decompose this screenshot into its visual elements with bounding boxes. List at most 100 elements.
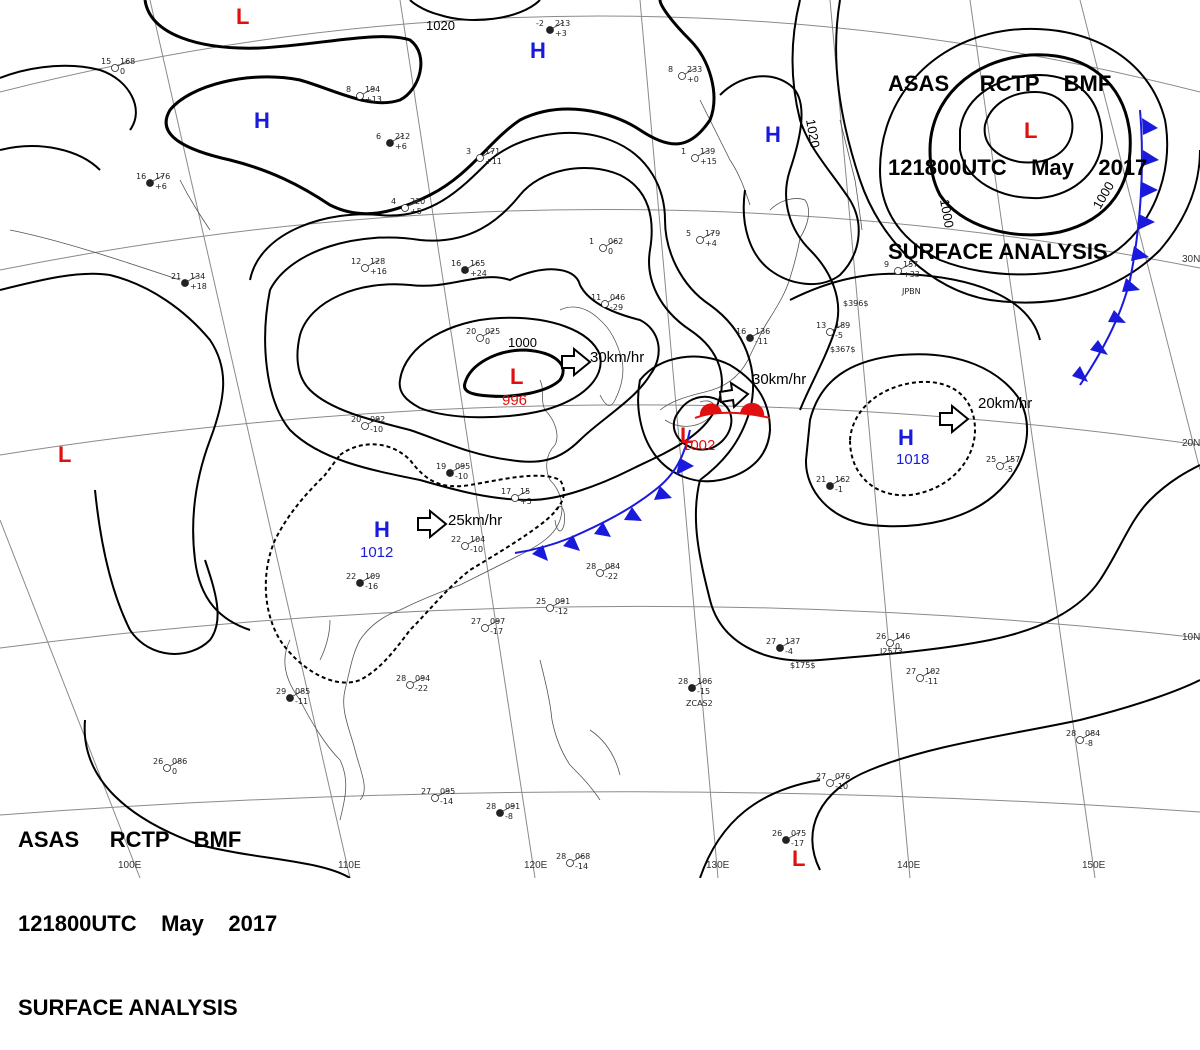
header-line-3: SURFACE ANALYSIS <box>888 239 1108 264</box>
station-tendency: +4 <box>705 239 717 248</box>
station-circle <box>476 154 484 162</box>
movement-arrow <box>939 403 970 435</box>
station-tendency: +16 <box>370 267 387 276</box>
station-circle <box>566 859 574 867</box>
header-line-1: ASAS RCTP BMF <box>18 826 277 854</box>
station-plot: 28 084-8 <box>1066 729 1100 748</box>
station-tag: ZCAS2 <box>686 699 713 708</box>
wind-barb <box>487 619 500 627</box>
station-pressure: 084 <box>1085 729 1100 738</box>
wind-barb <box>502 804 515 812</box>
coastline <box>589 729 621 776</box>
station-pressure: 137 <box>785 637 800 646</box>
isobar <box>983 90 1074 164</box>
station-circle <box>431 794 439 802</box>
station-temperature: 22 <box>346 572 356 581</box>
station-circle <box>826 482 834 490</box>
station-circle <box>361 264 369 272</box>
station-temperature: 26 <box>772 829 782 838</box>
coastline <box>519 379 563 556</box>
low-pressure-symbol: L <box>792 846 805 871</box>
cold-front-east <box>1072 109 1159 386</box>
station-circle <box>688 684 696 692</box>
low-pressure-symbol: L <box>510 364 523 389</box>
station-circle <box>356 92 364 100</box>
latitude-line <box>0 15 1200 93</box>
station-circle <box>599 244 607 252</box>
station-plot: 1 139+15 <box>681 147 717 166</box>
station-plot: 8 233+0 <box>668 65 702 84</box>
wind-barb <box>832 774 845 782</box>
longitude-label: 150E <box>1082 860 1106 871</box>
station-circle <box>546 26 554 34</box>
station-tendency: -12 <box>555 607 568 616</box>
station-circle <box>696 236 704 244</box>
header-line-1: ASAS RCTP BMF <box>888 70 1147 98</box>
station-tendency: +13 <box>365 95 382 104</box>
isobar <box>0 64 137 131</box>
header-top-right: ASAS RCTP BMF 121800UTC May 2017 SURFACE… <box>888 14 1147 294</box>
station-tendency: 0 <box>485 337 490 346</box>
station-tendency: +0 <box>687 75 699 84</box>
station-plot: 22 109-16 <box>346 572 380 591</box>
station-pressure: 075 <box>791 829 806 838</box>
station-pressure: 139 <box>700 147 715 156</box>
front-triangle <box>532 545 548 561</box>
station-temperature: 5 <box>686 229 691 238</box>
station-tendency: -16 <box>365 582 378 591</box>
low-pressure-symbol: L <box>236 4 249 29</box>
front-triangle <box>594 522 611 537</box>
station-pressure: 176 <box>155 172 170 181</box>
station-circle <box>401 204 409 212</box>
longitude-label: 130E <box>706 860 730 871</box>
low-pressure-symbol: L <box>58 442 71 467</box>
station-temperature: 20 <box>351 415 361 424</box>
station-temperature: -2 <box>536 19 544 28</box>
station-temperature: 28 <box>556 852 566 861</box>
station-tendency: 0 <box>608 247 613 256</box>
station-temperature: 29 <box>276 687 286 696</box>
low-pressure-symbol: L <box>1024 118 1037 143</box>
weather-map: 1020 1000 1020 1000 1000 H H H <box>0 0 1200 1020</box>
station-plot: 8 194+13 <box>346 85 382 104</box>
header-field: ASAS <box>888 71 950 96</box>
station-plot: 27 095-14 <box>421 787 455 806</box>
station-temperature: 28 <box>1066 729 1076 738</box>
header-line-3: SURFACE ANALYSIS <box>18 995 238 1020</box>
station-circle <box>826 779 834 787</box>
station-circle <box>886 639 894 647</box>
station-circle <box>601 300 609 308</box>
wind-barb <box>605 239 618 247</box>
station-circle <box>406 681 414 689</box>
header-field: May <box>161 911 204 936</box>
station-tendency: -4 <box>785 647 793 656</box>
station-circle <box>181 279 189 287</box>
coastline <box>539 659 601 801</box>
station-circle <box>386 139 394 147</box>
station-pressure: 076 <box>835 772 850 781</box>
wind-barb <box>788 831 801 839</box>
wind-barb <box>552 21 565 29</box>
station-temperature: 25 <box>536 597 546 606</box>
wind-barb <box>1082 731 1095 739</box>
station-pressure: 212 <box>395 132 410 141</box>
station-plot: -2 213+3 <box>536 19 570 38</box>
station-plot: 25 091-12 <box>536 597 570 616</box>
latitude-line <box>0 791 1200 816</box>
movement-label: 20km/hr <box>978 395 1032 412</box>
station-plot: 27 102-11 <box>906 667 940 686</box>
header-bottom-left: ASAS RCTP BMF 121800UTC May 2017 SURFACE… <box>18 770 277 1050</box>
station-tendency: -5 <box>835 331 843 340</box>
coastlines <box>9 99 863 821</box>
station-temperature: 25 <box>986 455 996 464</box>
station-plot: 9 157+33 <box>884 260 920 279</box>
isobar-1000 <box>928 53 1132 237</box>
station-circle <box>146 179 154 187</box>
station-plot: 4 220+5 <box>391 197 425 216</box>
wind-barb <box>467 537 480 545</box>
latitude-line <box>0 605 1200 649</box>
latitude-label: 30N <box>1182 254 1200 265</box>
isobar-1020 <box>742 0 860 286</box>
longitude-label: 140E <box>897 860 921 871</box>
